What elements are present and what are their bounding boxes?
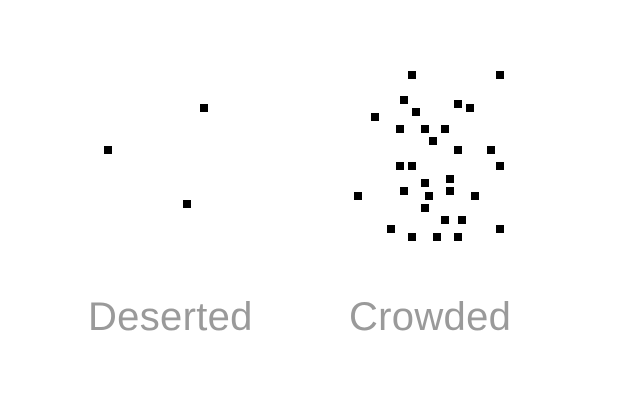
crowded-dot: [400, 187, 408, 195]
deserted-label: Deserted: [88, 295, 253, 339]
crowded-dot: [471, 192, 479, 200]
crowded-dot: [400, 96, 408, 104]
crowded-dot: [487, 146, 495, 154]
crowded-panel: Crowded: [312, 0, 625, 417]
crowded-dot: [354, 192, 362, 200]
crowded-dot: [466, 104, 474, 112]
crowded-dot: [446, 175, 454, 183]
crowded-dot: [425, 192, 433, 200]
crowded-dot: [496, 71, 504, 79]
crowded-dot: [458, 216, 466, 224]
crowded-dot: [441, 216, 449, 224]
crowded-dot: [371, 113, 379, 121]
crowded-dot: [446, 187, 454, 195]
crowded-dot: [496, 225, 504, 233]
crowded-dot-field: [354, 71, 504, 241]
deserted-panel: Deserted: [0, 0, 312, 417]
crowded-label: Crowded: [349, 295, 512, 339]
deserted-dot-field: [104, 104, 208, 208]
crowded-dot: [408, 162, 416, 170]
crowded-dot: [412, 108, 420, 116]
crowded-dot: [408, 233, 416, 241]
crowded-dot: [396, 125, 404, 133]
crowded-dot: [421, 125, 429, 133]
crowded-dot: [421, 204, 429, 212]
crowded-dot: [421, 179, 429, 187]
deserted-dot: [104, 146, 112, 154]
crowded-dot: [433, 233, 441, 241]
crowded-dot: [396, 162, 404, 170]
crowded-dot: [387, 225, 395, 233]
deserted-dot: [183, 200, 191, 208]
deserted-dot: [200, 104, 208, 112]
crowded-dot: [429, 137, 437, 145]
crowded-dot: [454, 233, 462, 241]
crowded-dot: [408, 71, 416, 79]
crowded-dot: [496, 162, 504, 170]
crowded-dot: [454, 100, 462, 108]
crowded-dot: [454, 146, 462, 154]
crowded-dot: [441, 125, 449, 133]
